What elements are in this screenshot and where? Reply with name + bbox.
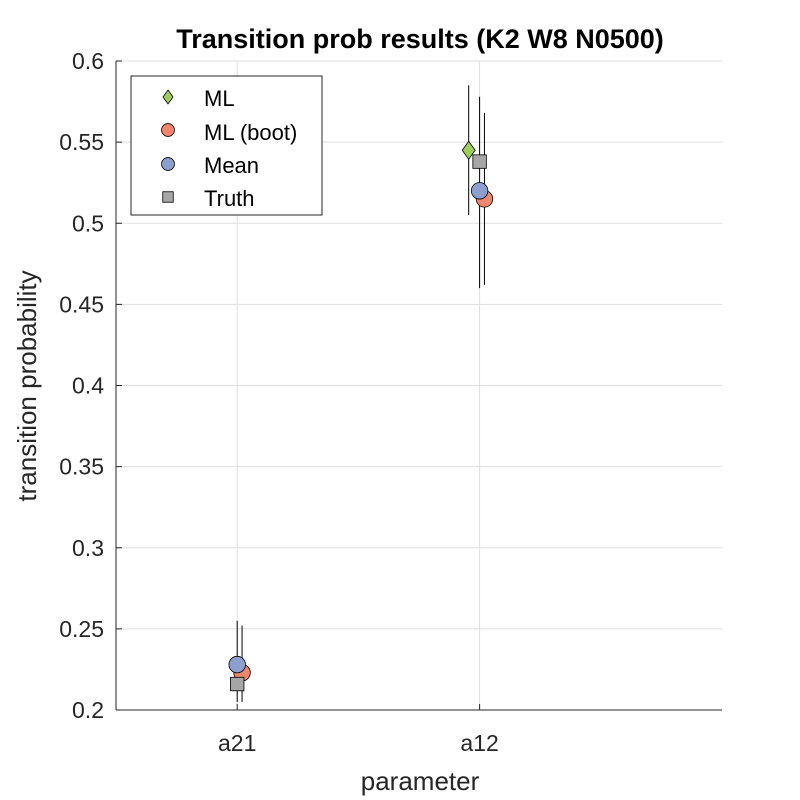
legend-label-truth: Truth: [204, 186, 255, 211]
axes: [115, 60, 722, 711]
data-point: [228, 655, 246, 674]
y-tick-labels: 0.2 0.25 0.3 0.35 0.4 0.45 0.5 0.55 0.6: [59, 48, 104, 723]
data-point: [230, 676, 245, 692]
data-point: [472, 154, 487, 169]
data-markers: [228, 140, 494, 692]
x-tick-labels: a21 a12: [218, 730, 499, 756]
data-point: [461, 140, 476, 160]
legend-label-ml: ML: [204, 86, 235, 111]
x-tick-label: a12: [460, 730, 498, 756]
legend-marker: [161, 123, 175, 137]
legend-marker: [162, 191, 174, 203]
y-tick-label: 0.55: [59, 129, 104, 155]
y-tick-label: 0.2: [72, 697, 104, 723]
chart-title: Transition prob results (K2 W8 N0500): [176, 24, 664, 54]
y-tick-label: 0.4: [72, 373, 104, 399]
legend-label-mean: Mean: [204, 153, 259, 178]
legend: ML ML (boot) Mean Truth: [130, 75, 323, 216]
legend-label-ml-boot: ML (boot): [204, 120, 297, 145]
y-tick-label: 0.6: [72, 48, 104, 74]
legend-marker: [161, 157, 175, 171]
legend-marker: [162, 89, 174, 105]
y-axis-label: transition probability: [12, 270, 42, 501]
y-tick-label: 0.35: [59, 454, 104, 480]
y-tick-label: 0.3: [72, 535, 104, 561]
y-tick-label: 0.5: [72, 210, 104, 236]
data-point: [470, 182, 489, 200]
x-tick-label: a21: [218, 730, 256, 756]
y-tick-label: 0.25: [59, 616, 104, 642]
x-axis-label: parameter: [361, 766, 480, 796]
legend-markers: [161, 89, 175, 203]
y-tick-label: 0.45: [59, 291, 104, 317]
